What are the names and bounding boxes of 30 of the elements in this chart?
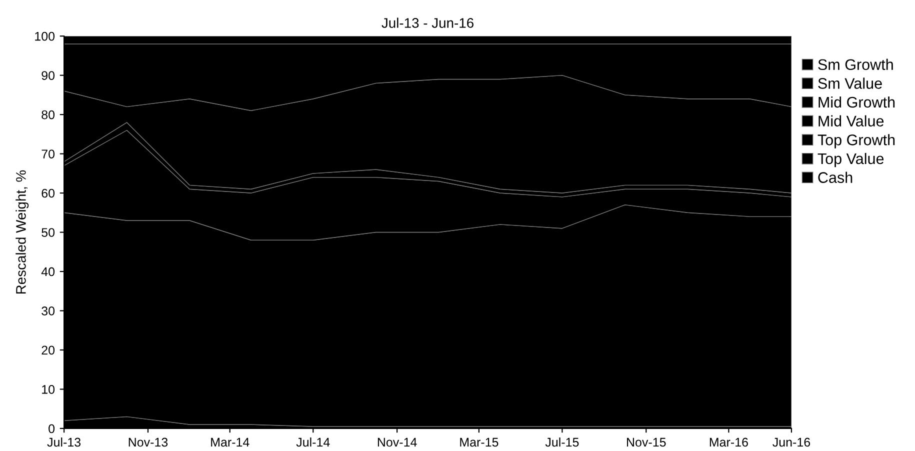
chart-title: Jul-13 - Jun-16	[382, 18, 474, 28]
x-tick-label: Jun-16	[772, 438, 810, 447]
y-tick-label: 100	[35, 32, 55, 41]
y-tick-label: 0	[48, 424, 55, 434]
y-tick-label: 60	[42, 188, 55, 198]
y-tick-label: 90	[42, 71, 55, 80]
y-tick-label: 80	[42, 110, 55, 120]
x-tick-label: Nov-14	[378, 438, 417, 447]
x-tick-label: Mar-15	[460, 438, 498, 447]
legend-label: Top Value	[818, 152, 884, 168]
y-tick-label: 40	[41, 267, 55, 276]
x-tick-label: Mar-14	[211, 438, 250, 447]
legend-label: Mid Value	[818, 115, 884, 127]
x-tick-label: Mar-16	[710, 438, 748, 447]
legend-label: Cash	[818, 172, 852, 183]
x-tick-label: Jul-15	[545, 437, 579, 447]
legend-label: Sm Value	[818, 78, 882, 89]
y-tick-label: 20	[42, 346, 55, 355]
legend-label: Mid Growth	[818, 96, 895, 108]
x-tick-label: Jul-13	[47, 437, 81, 447]
x-tick-label: Jul-14	[296, 437, 330, 447]
x-tick-label: Nov-15	[627, 438, 666, 447]
y-tick-label: 70	[42, 150, 55, 158]
x-tick-label: Nov-13	[128, 438, 168, 447]
legend-label: Sm Growth	[818, 58, 893, 70]
y-tick-label: 10	[42, 385, 55, 394]
y-tick-label: 30	[42, 306, 55, 316]
legend-label: Top Growth	[818, 134, 895, 148]
y-tick-label: 50	[42, 228, 55, 237]
y-axis-title: Rescaled Weight, %	[16, 170, 29, 294]
